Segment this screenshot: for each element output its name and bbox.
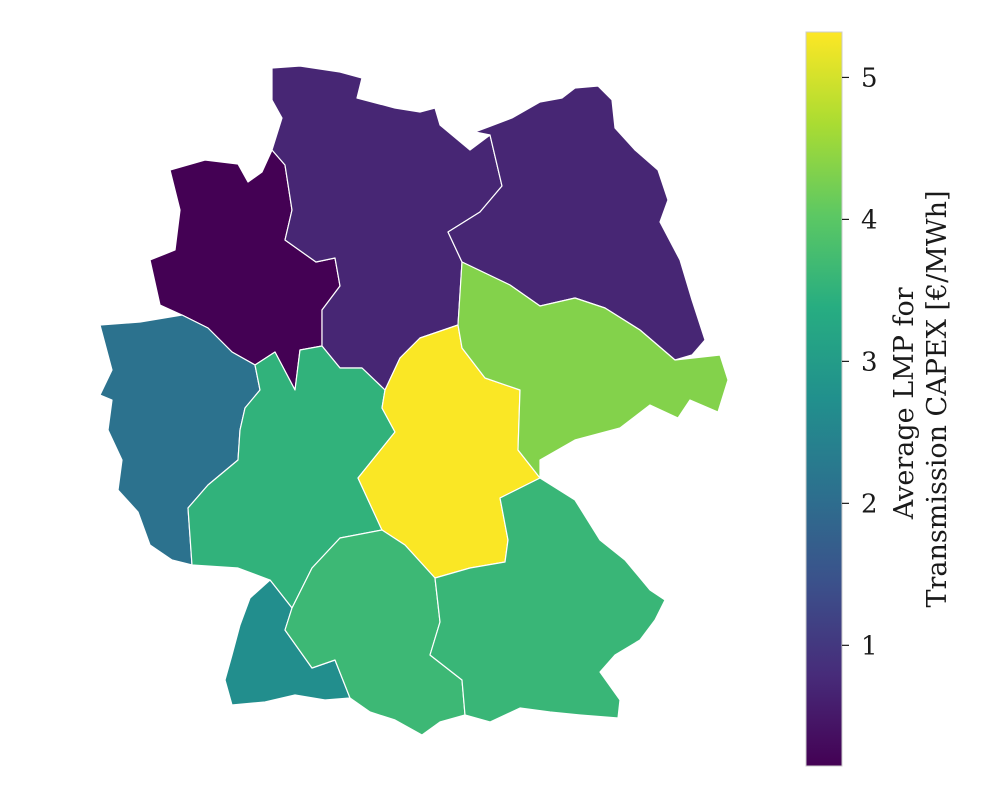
colorbar-title: Average LMP for Transmission CAPEX [€/MW…: [889, 190, 953, 607]
region-south-east: [429, 477, 666, 723]
colorbar-ticks: 1 2 3 4 5: [842, 63, 878, 661]
region-south: [284, 529, 466, 736]
colorbar-tick-label: 2: [861, 489, 878, 519]
colorbar-bar: [805, 31, 843, 767]
colorbar-tick-label: 1: [861, 631, 878, 661]
colorbar-tick-label: 4: [861, 205, 878, 235]
germany-map: [99, 65, 729, 736]
colorbar-title-line1: Average LMP for: [889, 287, 920, 520]
colorbar: 1 2 3 4 5 Average LMP for Transmission CAPEX…: [805, 31, 953, 767]
colorbar-tick-label: 3: [861, 347, 878, 377]
colorbar-tick-label: 5: [861, 63, 878, 93]
colorbar-title-line2: Transmission CAPEX [€/MWh]: [922, 190, 953, 607]
region-east: [457, 261, 729, 479]
region-north-east: [447, 85, 706, 361]
